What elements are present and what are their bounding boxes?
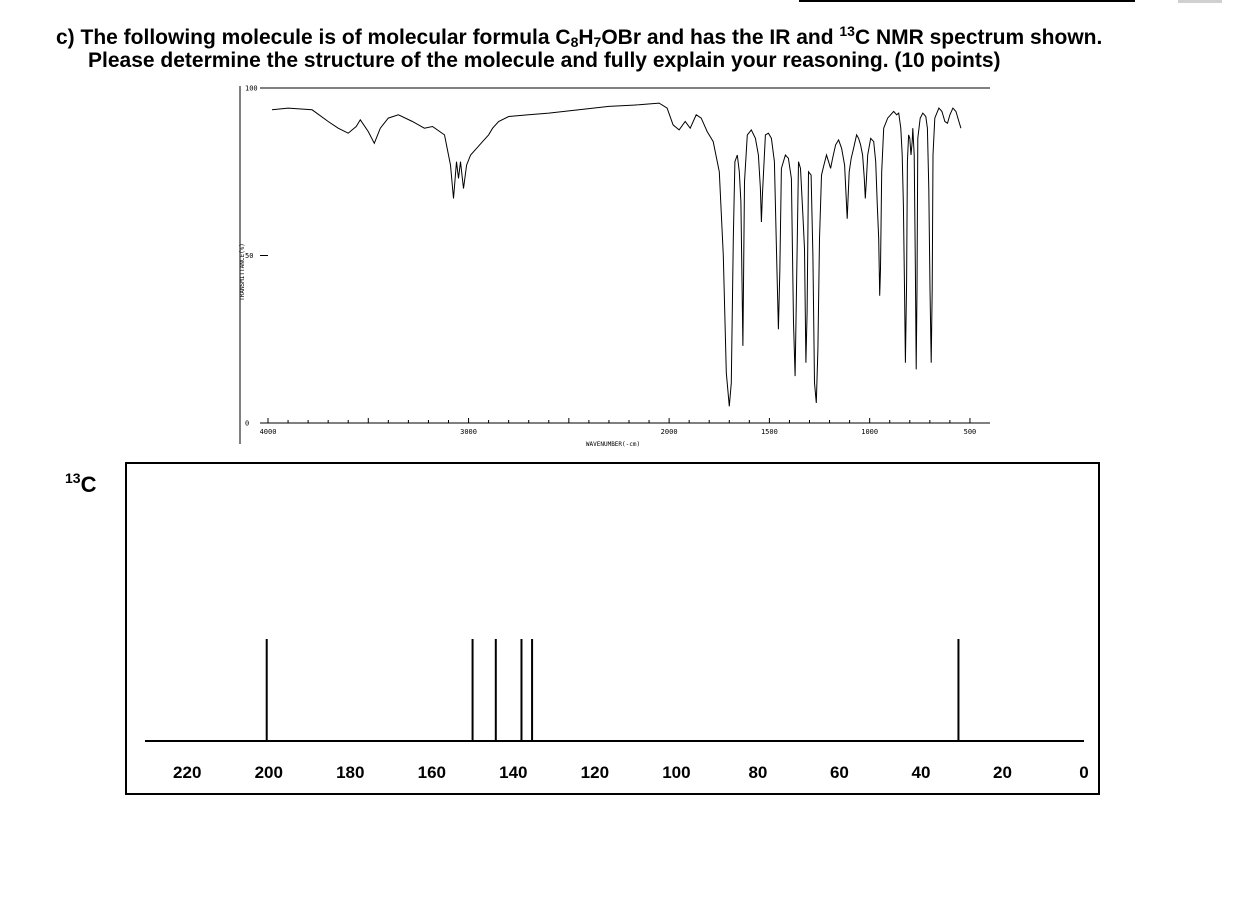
ir-x-tick-label: 3000	[460, 428, 477, 436]
question-part: c) The following molecule is of molecula…	[56, 26, 571, 49]
nmr-x-tick-label: 120	[581, 763, 609, 782]
ir-x-tick-label: 1000	[861, 428, 878, 436]
nmr-tick-labels: 220 200 180 160 140 120 100 80 60 40 20 0	[173, 763, 1089, 782]
nmr-x-tick-label: 0	[1079, 763, 1088, 782]
nmr-x-tick-label: 40	[911, 763, 930, 782]
formula-subscript: 7	[593, 34, 602, 50]
nmr-x-tick-label: 80	[748, 763, 767, 782]
ir-y-tick-label: 0	[245, 420, 249, 428]
nmr-x-tick-label: 140	[499, 763, 527, 782]
ir-axes	[239, 86, 990, 444]
ir-x-tick-label: 1500	[761, 428, 778, 436]
ir-x-tick-label: 4000	[260, 428, 277, 436]
ir-y-tick-label: 100	[245, 85, 258, 93]
nmr-x-tick-label: 220	[173, 763, 201, 782]
nmr-x-tick-label: 200	[255, 763, 283, 782]
c13-nmr-spectrum-chart: 220 200 180 160 140 120 100 80 60 40 20 0	[145, 639, 1089, 782]
ir-transmittance-line	[271, 102, 962, 407]
question-part: OBr and has the IR and	[601, 26, 840, 49]
formula-subscript: 8	[570, 34, 579, 50]
question-line-1: c) The following molecule is of molecula…	[56, 23, 1216, 50]
question-part: C NMR spectrum shown.	[854, 26, 1103, 49]
c13-label: 13C	[65, 470, 97, 498]
question-text: c) The following molecule is of molecula…	[56, 23, 1216, 72]
c13-nmr-spectrum-frame: 220 200 180 160 140 120 100 80 60 40 20 0	[125, 462, 1100, 795]
ir-x-axis-label: WAVENUMBER(-cm)	[586, 441, 640, 448]
ir-x-tick-label: 2000	[661, 428, 678, 436]
question-part: H	[578, 26, 594, 49]
nmr-x-tick-label: 180	[336, 763, 364, 782]
nmr-x-tick-label: 20	[993, 763, 1012, 782]
top-gray-tab	[1178, 0, 1222, 3]
nmr-peaks	[265, 639, 960, 741]
c13-text: C	[80, 472, 97, 497]
question-line-2: Please determine the structure of the mo…	[88, 49, 1001, 72]
ir-y-axis-label: TRANSMITTANCE(%)	[239, 243, 246, 301]
isotope-superscript: 13	[839, 23, 855, 39]
nmr-x-tick-label: 100	[662, 763, 690, 782]
ir-x-tick-label: 500	[964, 428, 977, 436]
ir-y-tick-label: 50	[245, 252, 253, 260]
nmr-x-tick-label: 60	[830, 763, 849, 782]
c13-superscript: 13	[65, 470, 81, 486]
top-border-line	[799, 0, 1135, 2]
nmr-x-tick-label: 160	[418, 763, 446, 782]
